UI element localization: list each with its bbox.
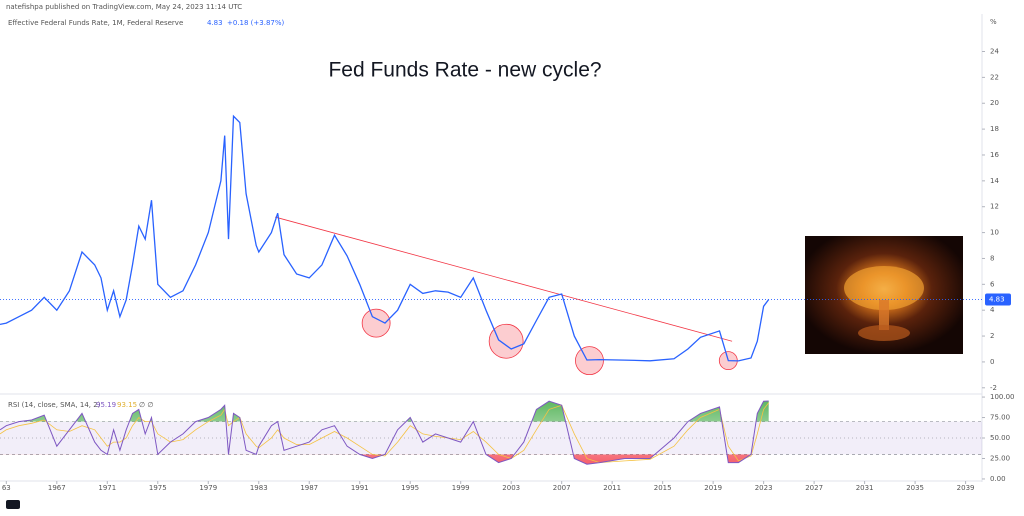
explosion-stem: [879, 300, 889, 330]
y-tick-label: 10: [990, 229, 999, 237]
y-unit: %: [990, 18, 997, 26]
rsi-y-tick-label: 0.00: [990, 475, 1006, 483]
y-tick-label: 16: [990, 151, 999, 159]
x-tick-label: 1979: [199, 484, 217, 492]
x-tick-label: 2031: [856, 484, 874, 492]
rsi-band: [0, 421, 982, 455]
trendline: [275, 216, 733, 342]
x-tick-label: 2011: [603, 484, 621, 492]
x-tick-label: 2019: [704, 484, 722, 492]
author: natefishpa published on TradingView.com,…: [6, 3, 242, 11]
x-tick-label: 1991: [351, 484, 369, 492]
last-value-label: 4.83: [989, 295, 1005, 303]
change: +0.18 (+3.87%): [227, 19, 285, 27]
logo: [6, 500, 20, 509]
rsi-label: RSI (14, close, SMA, 14, 2): [8, 401, 101, 409]
y-tick-label: 20: [990, 99, 999, 107]
x-tick-label: 2035: [906, 484, 924, 492]
y-tick-label: 2: [990, 332, 994, 340]
x-tick-label: 2007: [553, 484, 571, 492]
line: [0, 114, 770, 362]
rsi-extra: ∅ ∅: [139, 401, 153, 409]
rsi-y-tick-label: 100.00: [990, 393, 1015, 401]
x-tick-label: 2039: [957, 484, 975, 492]
explosion-base: [858, 325, 910, 341]
highlight-circle: [575, 346, 604, 376]
y-tick-label: -2: [990, 384, 997, 392]
series-name: Effective Federal Funds Rate, 1M, Federa…: [8, 19, 183, 27]
y-tick-label: 0: [990, 358, 994, 366]
y-tick-label: 8: [990, 254, 994, 262]
x-tick-label: 2003: [502, 484, 520, 492]
y-tick-label: 14: [990, 177, 999, 185]
y-tick-label: 18: [990, 125, 999, 133]
x-tick-label: 63: [2, 484, 11, 492]
line: [0, 400, 769, 465]
x-tick-label: 1983: [250, 484, 268, 492]
rsi-y-tick-label: 75.00: [990, 414, 1010, 422]
y-tick-label: 22: [990, 73, 999, 81]
last-value: 4.83: [207, 19, 223, 27]
x-tick-label: 2015: [654, 484, 672, 492]
rsi-y-tick-label: 50.00: [990, 434, 1010, 442]
rsi-oversold-fill: [107, 454, 752, 465]
explosion-cloud: [844, 266, 924, 310]
rsi-y-tick-label: 25.00: [990, 454, 1010, 462]
rsi-value: 95.19: [96, 401, 116, 409]
x-tick-label: 1995: [401, 484, 419, 492]
x-tick-label: 1971: [98, 484, 116, 492]
y-tick-label: 6: [990, 280, 995, 288]
highlight-circle: [488, 323, 524, 359]
chart-title: Fed Funds Rate - new cycle?: [328, 59, 601, 82]
highlight-circle: [361, 308, 391, 338]
x-tick-label: 1975: [149, 484, 167, 492]
y-tick-label: 4: [990, 306, 995, 314]
last-value-box: [985, 293, 1011, 306]
x-tick-label: 2027: [805, 484, 823, 492]
y-tick-label: 24: [990, 48, 999, 56]
x-tick-label: 1999: [452, 484, 470, 492]
x-tick-label: 1987: [300, 484, 318, 492]
x-tick-label: 1967: [48, 484, 66, 492]
x-tick-label: 2023: [755, 484, 773, 492]
sma-value: 93.15: [117, 401, 137, 409]
y-tick-label: 12: [990, 203, 999, 211]
